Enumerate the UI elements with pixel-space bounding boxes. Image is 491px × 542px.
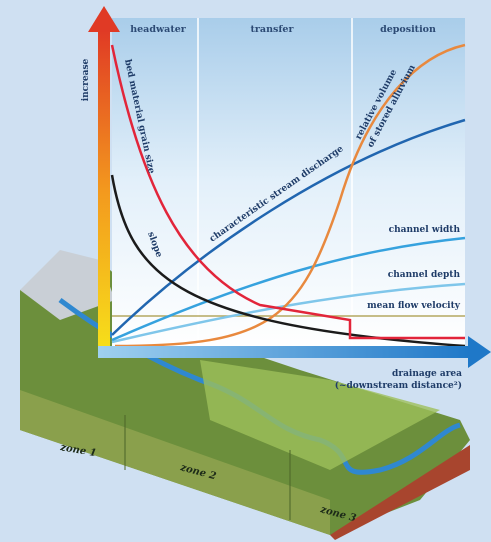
curve-label: channel width (389, 225, 461, 235)
x-axis-label: drainage area (392, 369, 462, 379)
curve-label: channel depth (388, 270, 461, 280)
y-axis-label: increase (81, 58, 91, 101)
x-axis-arrowhead (468, 336, 491, 368)
y-axis-arrow (98, 30, 110, 356)
curve-label: mean flow velocity (367, 301, 461, 311)
x-axis-label: (~downstream distance²) (335, 380, 462, 391)
chart-panel (112, 18, 465, 348)
x-axis-arrow (98, 346, 470, 358)
zone-header: deposition (380, 24, 436, 35)
zone-header: transfer (251, 24, 295, 35)
y-axis-arrowhead (88, 6, 120, 32)
zone-header: headwater (130, 24, 187, 35)
curves (110, 43, 466, 348)
